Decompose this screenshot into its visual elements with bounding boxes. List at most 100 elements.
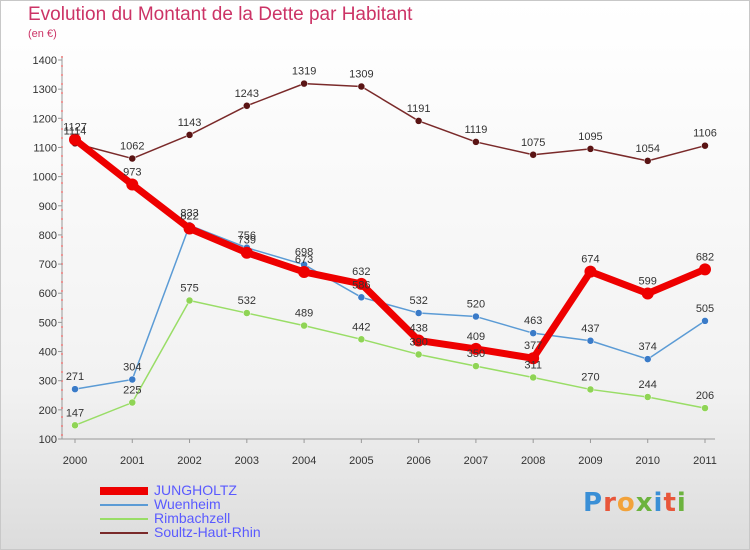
x-tick-label: 2006 — [406, 455, 430, 467]
data-label-wuenheim: 271 — [66, 371, 84, 383]
data-point-rimbachzell — [300, 321, 308, 330]
logo-letter: i — [676, 488, 687, 518]
data-label-soultz-haut-rhin: 1191 — [407, 103, 431, 115]
data-label-rimbachzell: 147 — [66, 407, 84, 419]
series-line-wuenheim — [74, 224, 706, 390]
data-point-soultz-haut-rhin — [472, 138, 480, 146]
data-label-rimbachzell: 350 — [467, 348, 485, 360]
y-tick-label: 700 — [39, 259, 57, 271]
data-point-soultz-haut-rhin — [701, 141, 709, 150]
y-tick-label: 900 — [39, 201, 57, 213]
data-point-soultz-haut-rhin — [529, 151, 537, 159]
data-label-wuenheim: 463 — [524, 315, 542, 327]
data-label-jungholtz: 1127 — [63, 122, 87, 134]
data-point-wuenheim — [643, 355, 652, 363]
data-point-rimbachzell — [586, 385, 595, 394]
data-label-rimbachzell: 442 — [352, 321, 370, 333]
y-tick-label: 400 — [39, 347, 57, 359]
data-point-wuenheim — [71, 385, 79, 393]
data-point-jungholtz — [527, 352, 540, 365]
data-point-soultz-haut-rhin — [643, 157, 652, 165]
legend-swatch-wuenheim — [100, 504, 148, 506]
data-point-jungholtz — [699, 263, 711, 276]
data-label-wuenheim: 505 — [696, 303, 714, 315]
data-label-wuenheim: 698 — [295, 247, 313, 259]
data-point-wuenheim — [472, 312, 480, 321]
series-line-rimbachzell — [74, 299, 706, 426]
data-point-jungholtz — [469, 342, 482, 355]
data-label-jungholtz: 973 — [123, 166, 141, 178]
data-label-soultz-haut-rhin: 1095 — [578, 131, 602, 143]
data-label-wuenheim: 532 — [409, 295, 427, 307]
data-label-rimbachzell: 206 — [696, 390, 714, 402]
data-point-jungholtz — [298, 265, 311, 278]
x-tick-label: 2007 — [464, 455, 488, 467]
data-label-soultz-haut-rhin: 1319 — [292, 66, 316, 78]
data-label-jungholtz: 377 — [524, 340, 542, 352]
y-tick-label: 1300 — [33, 84, 57, 96]
x-tick-label: 2000 — [63, 455, 87, 467]
data-point-wuenheim — [357, 293, 366, 302]
data-label-jungholtz: 632 — [352, 266, 370, 278]
data-label-rimbachzell: 532 — [238, 295, 256, 307]
data-label-wuenheim: 437 — [581, 323, 599, 335]
data-label-soultz-haut-rhin: 1143 — [178, 117, 202, 129]
y-tick-label: 500 — [39, 317, 57, 329]
data-label-soultz-haut-rhin: 1243 — [235, 88, 259, 100]
data-label-jungholtz: 438 — [409, 322, 427, 334]
data-label-wuenheim: 374 — [639, 341, 657, 353]
data-label-wuenheim: 756 — [238, 230, 256, 242]
data-point-soultz-haut-rhin — [357, 82, 366, 91]
x-tick-label: 2002 — [177, 455, 201, 467]
y-tick-label: 800 — [39, 230, 57, 242]
logo-letter: i — [653, 488, 664, 518]
data-point-soultz-haut-rhin — [185, 131, 194, 139]
x-tick-label: 2001 — [120, 455, 144, 467]
data-label-soultz-haut-rhin: 1054 — [635, 143, 659, 155]
data-label-rimbachzell: 244 — [639, 379, 657, 391]
data-point-soultz-haut-rhin — [414, 117, 423, 125]
data-point-jungholtz — [412, 334, 425, 347]
data-point-jungholtz — [183, 222, 196, 235]
legend-swatch-soultz-haut-rhin — [100, 532, 148, 534]
data-label-rimbachzell: 225 — [123, 385, 141, 397]
data-point-rimbachzell — [357, 335, 366, 344]
x-tick-label: 2011 — [693, 455, 717, 467]
data-point-rimbachzell — [185, 296, 194, 305]
x-tick-label: 2009 — [578, 455, 602, 467]
data-label-wuenheim: 833 — [180, 207, 198, 219]
data-point-jungholtz — [69, 133, 81, 146]
data-label-soultz-haut-rhin: 1106 — [693, 128, 717, 140]
legend-label-soultz-haut-rhin: Soultz-Haut-Rhin — [154, 524, 261, 540]
y-tick-label: 300 — [39, 376, 57, 388]
data-point-rimbachzell — [243, 309, 251, 317]
y-tick-label: 1200 — [33, 113, 57, 125]
data-label-rimbachzell: 390 — [409, 336, 427, 348]
y-tick-label: 100 — [39, 434, 57, 446]
y-tick-label: 200 — [39, 405, 57, 417]
x-tick-label: 2005 — [349, 455, 373, 467]
legend-label-rimbachzell: Rimbachzell — [154, 510, 231, 526]
chart-title: Evolution du Montant de la Dette par Hab… — [28, 4, 413, 25]
data-point-rimbachzell — [643, 393, 652, 401]
data-point-soultz-haut-rhin — [586, 145, 595, 153]
legend-label-wuenheim: Wuenheim — [154, 496, 221, 512]
y-tick-label: 1000 — [33, 172, 57, 184]
data-label-soultz-haut-rhin: 1062 — [120, 141, 144, 153]
data-label-rimbachzell: 575 — [180, 283, 198, 295]
y-tick-label: 600 — [39, 288, 57, 300]
series-line-soultz-haut-rhin — [74, 82, 706, 162]
data-point-jungholtz — [126, 178, 139, 191]
x-tick-label: 2004 — [292, 455, 316, 467]
data-label-rimbachzell: 489 — [295, 308, 313, 320]
data-point-wuenheim — [586, 337, 595, 345]
data-label-jungholtz: 822 — [180, 211, 198, 223]
logo-letter: x — [635, 488, 654, 518]
data-point-jungholtz — [584, 265, 597, 278]
data-point-rimbachzell — [414, 350, 423, 359]
data-point-soultz-haut-rhin — [128, 154, 137, 163]
data-point-wuenheim — [529, 329, 537, 337]
data-label-wuenheim: 304 — [123, 362, 141, 374]
logo-letter: P — [583, 488, 604, 518]
